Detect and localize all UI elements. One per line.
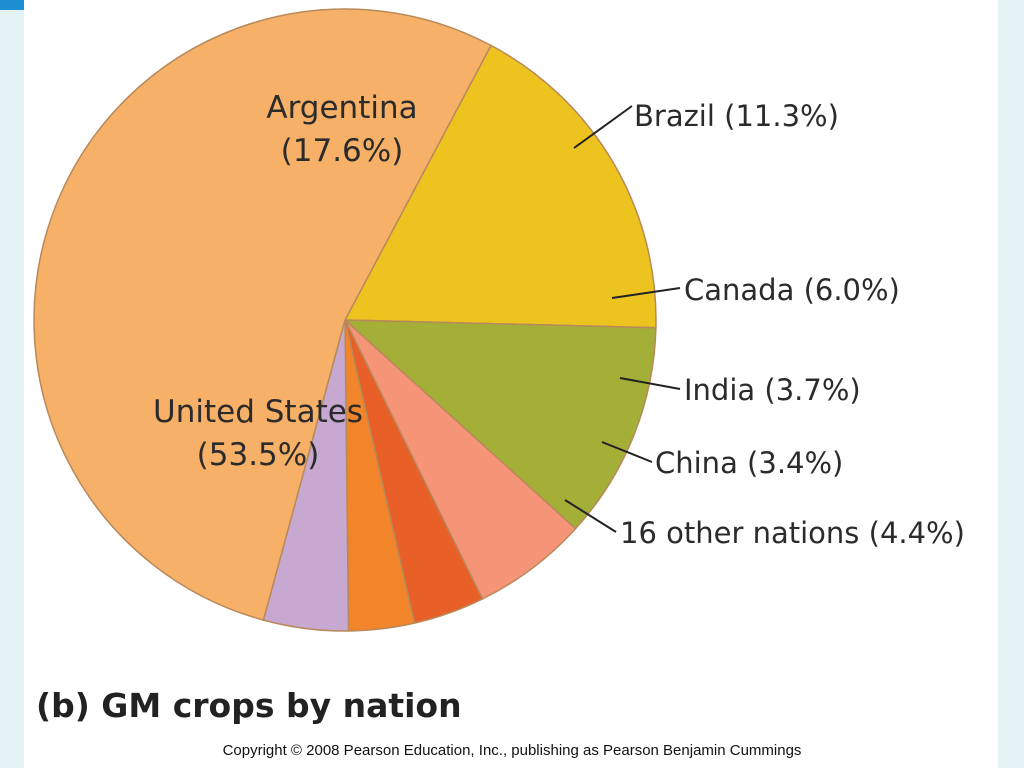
label-brazil: Brazil (11.3%) (634, 99, 839, 133)
label-canada: Canada (6.0%) (684, 273, 900, 307)
label-united-states-percent: (53.5%) (197, 437, 320, 473)
label-argentina-percent: (17.6%) (281, 133, 404, 169)
leader-line-india (619, 377, 681, 390)
label-china: China (3.4%) (655, 446, 843, 480)
copyright-notice: Copyright © 2008 Pearson Education, Inc.… (222, 742, 802, 759)
label-united-states-name: United States (153, 394, 363, 430)
pie-slice-argentina (344, 44, 657, 329)
figure-caption: (b) GM crops by nation (36, 686, 462, 725)
leader-line-brazil (573, 105, 633, 149)
corner-accent-tab (0, 0, 24, 10)
pie-slices (33, 8, 657, 632)
label-other-nations: 16 other nations (4.4%) (620, 516, 965, 550)
label-india: India (3.7%) (684, 373, 861, 407)
label-argentina-name: Argentina (266, 90, 417, 126)
leader-line-canada (611, 287, 681, 299)
leader-lines (564, 105, 681, 533)
pie-slice-united-states (33, 8, 492, 621)
leader-line-china (601, 441, 653, 463)
leader-line-other-nations (564, 499, 617, 533)
right-margin-strip (998, 10, 1024, 768)
